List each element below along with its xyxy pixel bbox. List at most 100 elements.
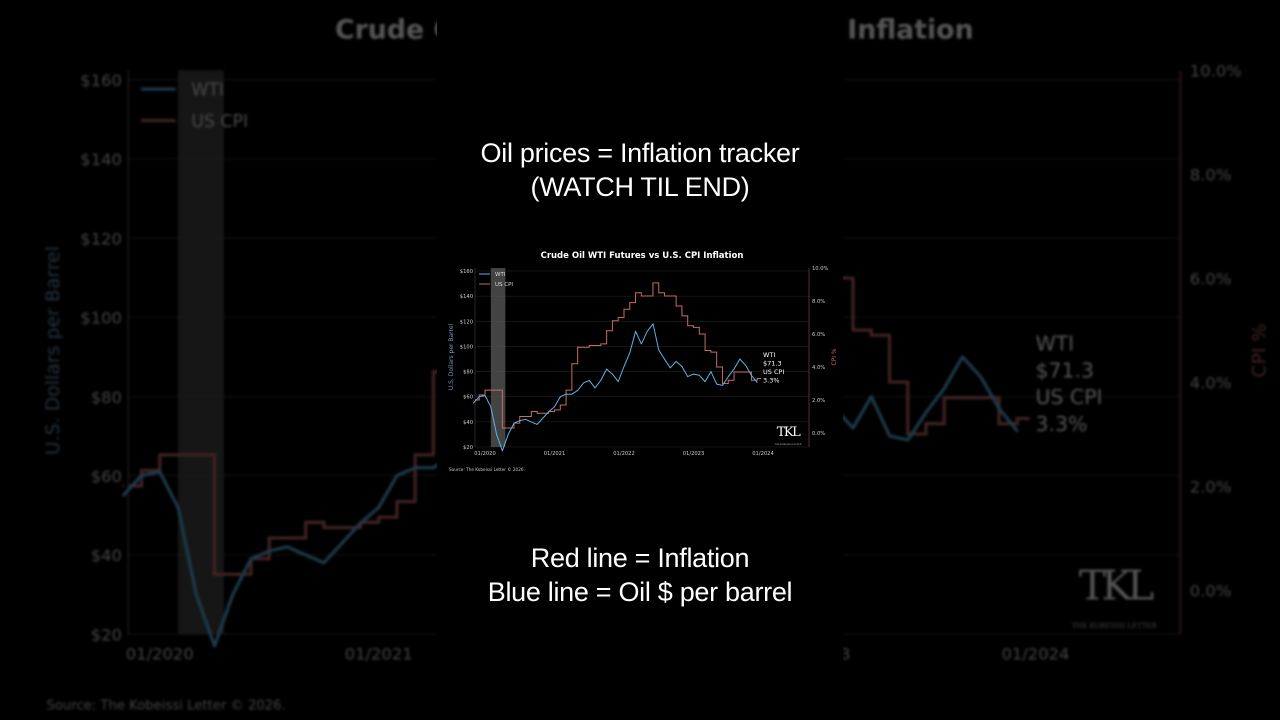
cpi-point: [501, 427, 503, 429]
cpi-point: [322, 526, 326, 529]
wti-point: [869, 395, 873, 398]
wti-point: [745, 364, 747, 366]
y2-tick-label: 2.0%: [1190, 477, 1232, 496]
wti-point: [507, 434, 509, 435]
y-tick-label: $160: [80, 71, 122, 90]
cpi-point: [675, 305, 677, 307]
cpi-point: [716, 366, 718, 368]
cpi-point: [513, 422, 515, 424]
wti-point: [530, 421, 532, 423]
cpi-point: [536, 412, 538, 414]
wti-line: [473, 323, 758, 452]
y-tick-label: $160: [460, 269, 473, 275]
caption-line: Red line = Inflation: [530, 543, 750, 573]
caption-line: (WATCH TIL END): [530, 172, 750, 202]
wti-point: [577, 390, 579, 391]
wti-point: [710, 371, 712, 372]
cpi-point: [669, 295, 671, 297]
end-value-annotation: US CPI: [763, 368, 784, 376]
cpi-point: [213, 573, 216, 576]
cpi-point: [304, 521, 307, 524]
logo-mark: TKL: [1079, 561, 1154, 609]
legend-cpi-label: US CPI: [495, 282, 513, 288]
y2-axis-label: CPI %: [1248, 323, 1270, 377]
wti-point: [681, 366, 683, 367]
legend-wti-label: WTI: [495, 272, 506, 278]
cpi-point: [490, 389, 492, 391]
y2-tick-label: 6.0%: [812, 332, 825, 338]
wti-point: [727, 376, 729, 377]
cpi-point: [664, 295, 665, 297]
cpi-point: [906, 432, 910, 436]
y-tick-label: $80: [463, 370, 473, 376]
cpi-point: [745, 371, 747, 373]
cpi-point: [267, 536, 271, 540]
cpi-point: [693, 327, 694, 328]
source-note: Source: The Kobeissi Letter © 2026.: [46, 699, 285, 714]
logo-text: THE KOBEISSI LETTER: [775, 443, 802, 446]
y-tick-label: $20: [91, 625, 122, 644]
end-value-annotation: US CPI: [1035, 385, 1102, 409]
wti-point: [536, 423, 538, 425]
cpi-point: [594, 345, 596, 346]
wti-point: [496, 434, 497, 435]
cpi-point: [432, 370, 435, 373]
wti-point: [675, 361, 677, 362]
cpi-point: [473, 399, 474, 401]
y-tick-label: $80: [91, 388, 122, 407]
x-tick-label: 01/2022: [613, 451, 635, 457]
cpi-point: [687, 325, 689, 327]
cpi-point: [140, 469, 143, 472]
cpi-point: [559, 404, 561, 406]
wti-point: [646, 330, 648, 332]
y2-tick-label: 8.0%: [812, 299, 825, 305]
cpi-point: [635, 292, 636, 294]
wti-point: [359, 521, 362, 525]
cpi-point: [997, 422, 1001, 425]
y-tick-label: $140: [80, 150, 122, 169]
end-value-annotation: 3.3%: [763, 377, 780, 385]
cpi-point: [600, 343, 602, 345]
wti-point: [722, 385, 723, 386]
cpi-point: [496, 389, 497, 391]
cpi-point: [359, 521, 362, 524]
wti-point: [322, 561, 326, 565]
y2-tick-label: 4.0%: [1190, 373, 1232, 392]
cpi-point: [623, 308, 625, 310]
wti-point: [600, 379, 602, 381]
wti-point: [756, 382, 758, 383]
caption-top: Oil prices = Inflation tracker (WATCH TI…: [437, 136, 843, 204]
wti-point: [751, 374, 752, 376]
end-value-annotation: $71.3: [763, 360, 782, 368]
y2-tick-label: 8.0%: [1190, 165, 1232, 184]
y-tick-label: $140: [460, 294, 473, 300]
wti-point: [635, 330, 636, 332]
wti-point: [501, 450, 503, 452]
caption-line: Blue line = Oil $ per barrel: [487, 577, 793, 607]
y2-tick-label: 2.0%: [812, 398, 825, 404]
wti-point: [997, 407, 1001, 410]
cpi-point: [231, 573, 234, 576]
x-tick-label: 01/2021: [345, 644, 413, 663]
shaded-period: [490, 268, 506, 447]
wti-point: [395, 474, 399, 477]
wti-point: [571, 393, 573, 395]
y-tick-label: $40: [463, 420, 473, 426]
cpi-point: [583, 346, 584, 348]
cpi-point: [194, 453, 198, 457]
wti-point: [629, 352, 631, 354]
wti-point: [704, 381, 706, 383]
cpi-point: [851, 328, 855, 332]
wti-point: [194, 593, 198, 596]
logo-mark: TKL: [777, 425, 801, 440]
x-tick-label: 01/2024: [1001, 644, 1069, 663]
x-tick-label: 01/2020: [474, 451, 496, 457]
wti-point: [377, 506, 380, 509]
wti-point: [594, 387, 596, 389]
wti-point: [739, 358, 741, 360]
cpi-point: [565, 389, 567, 391]
cpi-point: [1015, 417, 1019, 420]
wti-point: [413, 466, 417, 469]
cpi-line: [475, 282, 762, 429]
cpi-point: [548, 411, 550, 412]
